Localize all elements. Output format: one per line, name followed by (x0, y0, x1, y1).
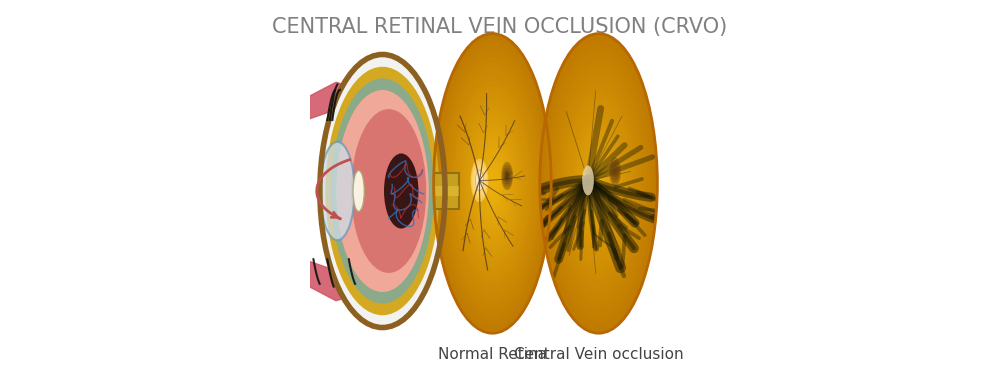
Ellipse shape (469, 123, 516, 243)
Ellipse shape (476, 141, 509, 225)
Ellipse shape (589, 159, 608, 207)
Ellipse shape (582, 141, 615, 225)
Ellipse shape (547, 52, 650, 315)
Ellipse shape (450, 76, 535, 291)
Ellipse shape (506, 173, 508, 179)
Ellipse shape (320, 142, 355, 240)
Ellipse shape (452, 81, 532, 285)
Ellipse shape (438, 45, 546, 321)
Ellipse shape (584, 147, 613, 219)
Ellipse shape (471, 159, 488, 201)
Ellipse shape (434, 34, 551, 333)
Ellipse shape (481, 154, 504, 214)
Ellipse shape (545, 45, 653, 321)
Ellipse shape (467, 118, 518, 249)
Ellipse shape (610, 158, 620, 185)
Ellipse shape (336, 90, 429, 292)
Ellipse shape (563, 94, 634, 273)
Ellipse shape (436, 40, 549, 327)
Polygon shape (434, 186, 459, 196)
Ellipse shape (331, 78, 434, 304)
Ellipse shape (596, 177, 601, 189)
Text: Normal Retina: Normal Retina (438, 346, 547, 362)
Ellipse shape (475, 170, 484, 191)
Ellipse shape (326, 67, 439, 315)
Ellipse shape (457, 94, 528, 273)
Ellipse shape (612, 163, 618, 180)
Ellipse shape (554, 70, 643, 297)
Ellipse shape (582, 165, 594, 196)
Ellipse shape (483, 159, 502, 207)
Ellipse shape (474, 136, 511, 231)
Ellipse shape (448, 70, 537, 297)
Ellipse shape (594, 172, 603, 196)
Ellipse shape (471, 129, 514, 237)
Ellipse shape (476, 173, 483, 188)
Ellipse shape (502, 162, 512, 189)
Ellipse shape (573, 118, 624, 249)
Ellipse shape (611, 161, 619, 182)
Ellipse shape (445, 63, 539, 303)
Ellipse shape (473, 165, 486, 196)
Ellipse shape (505, 172, 509, 180)
Ellipse shape (459, 100, 525, 267)
Ellipse shape (575, 123, 622, 243)
Ellipse shape (568, 105, 629, 261)
Ellipse shape (613, 166, 617, 177)
Ellipse shape (503, 165, 511, 187)
Ellipse shape (477, 175, 482, 186)
Ellipse shape (464, 112, 521, 255)
Ellipse shape (549, 58, 648, 309)
Ellipse shape (540, 34, 657, 333)
Ellipse shape (556, 76, 641, 291)
Ellipse shape (384, 154, 418, 228)
Ellipse shape (587, 154, 610, 214)
Ellipse shape (542, 40, 655, 327)
Ellipse shape (559, 81, 639, 285)
Ellipse shape (472, 162, 487, 199)
Ellipse shape (614, 169, 616, 174)
Polygon shape (434, 173, 459, 209)
Ellipse shape (488, 172, 497, 196)
Ellipse shape (552, 63, 646, 303)
Ellipse shape (478, 147, 507, 219)
Ellipse shape (475, 170, 484, 191)
Ellipse shape (320, 55, 445, 327)
Ellipse shape (443, 58, 542, 309)
Ellipse shape (474, 167, 485, 194)
Text: Central Vein occlusion: Central Vein occlusion (514, 346, 683, 362)
Ellipse shape (462, 105, 523, 261)
Ellipse shape (580, 136, 617, 231)
Text: CENTRAL RETINAL VEIN OCCLUSION (CRVO): CENTRAL RETINAL VEIN OCCLUSION (CRVO) (272, 16, 728, 37)
Ellipse shape (455, 87, 530, 279)
Ellipse shape (570, 112, 627, 255)
Ellipse shape (353, 170, 364, 212)
Ellipse shape (441, 52, 544, 315)
Ellipse shape (592, 165, 606, 201)
Ellipse shape (504, 168, 510, 184)
Ellipse shape (561, 87, 636, 279)
Ellipse shape (351, 109, 426, 273)
Ellipse shape (478, 178, 481, 183)
Ellipse shape (485, 165, 499, 201)
Ellipse shape (577, 129, 620, 237)
Ellipse shape (566, 100, 632, 267)
Ellipse shape (505, 170, 509, 181)
Ellipse shape (490, 177, 495, 189)
